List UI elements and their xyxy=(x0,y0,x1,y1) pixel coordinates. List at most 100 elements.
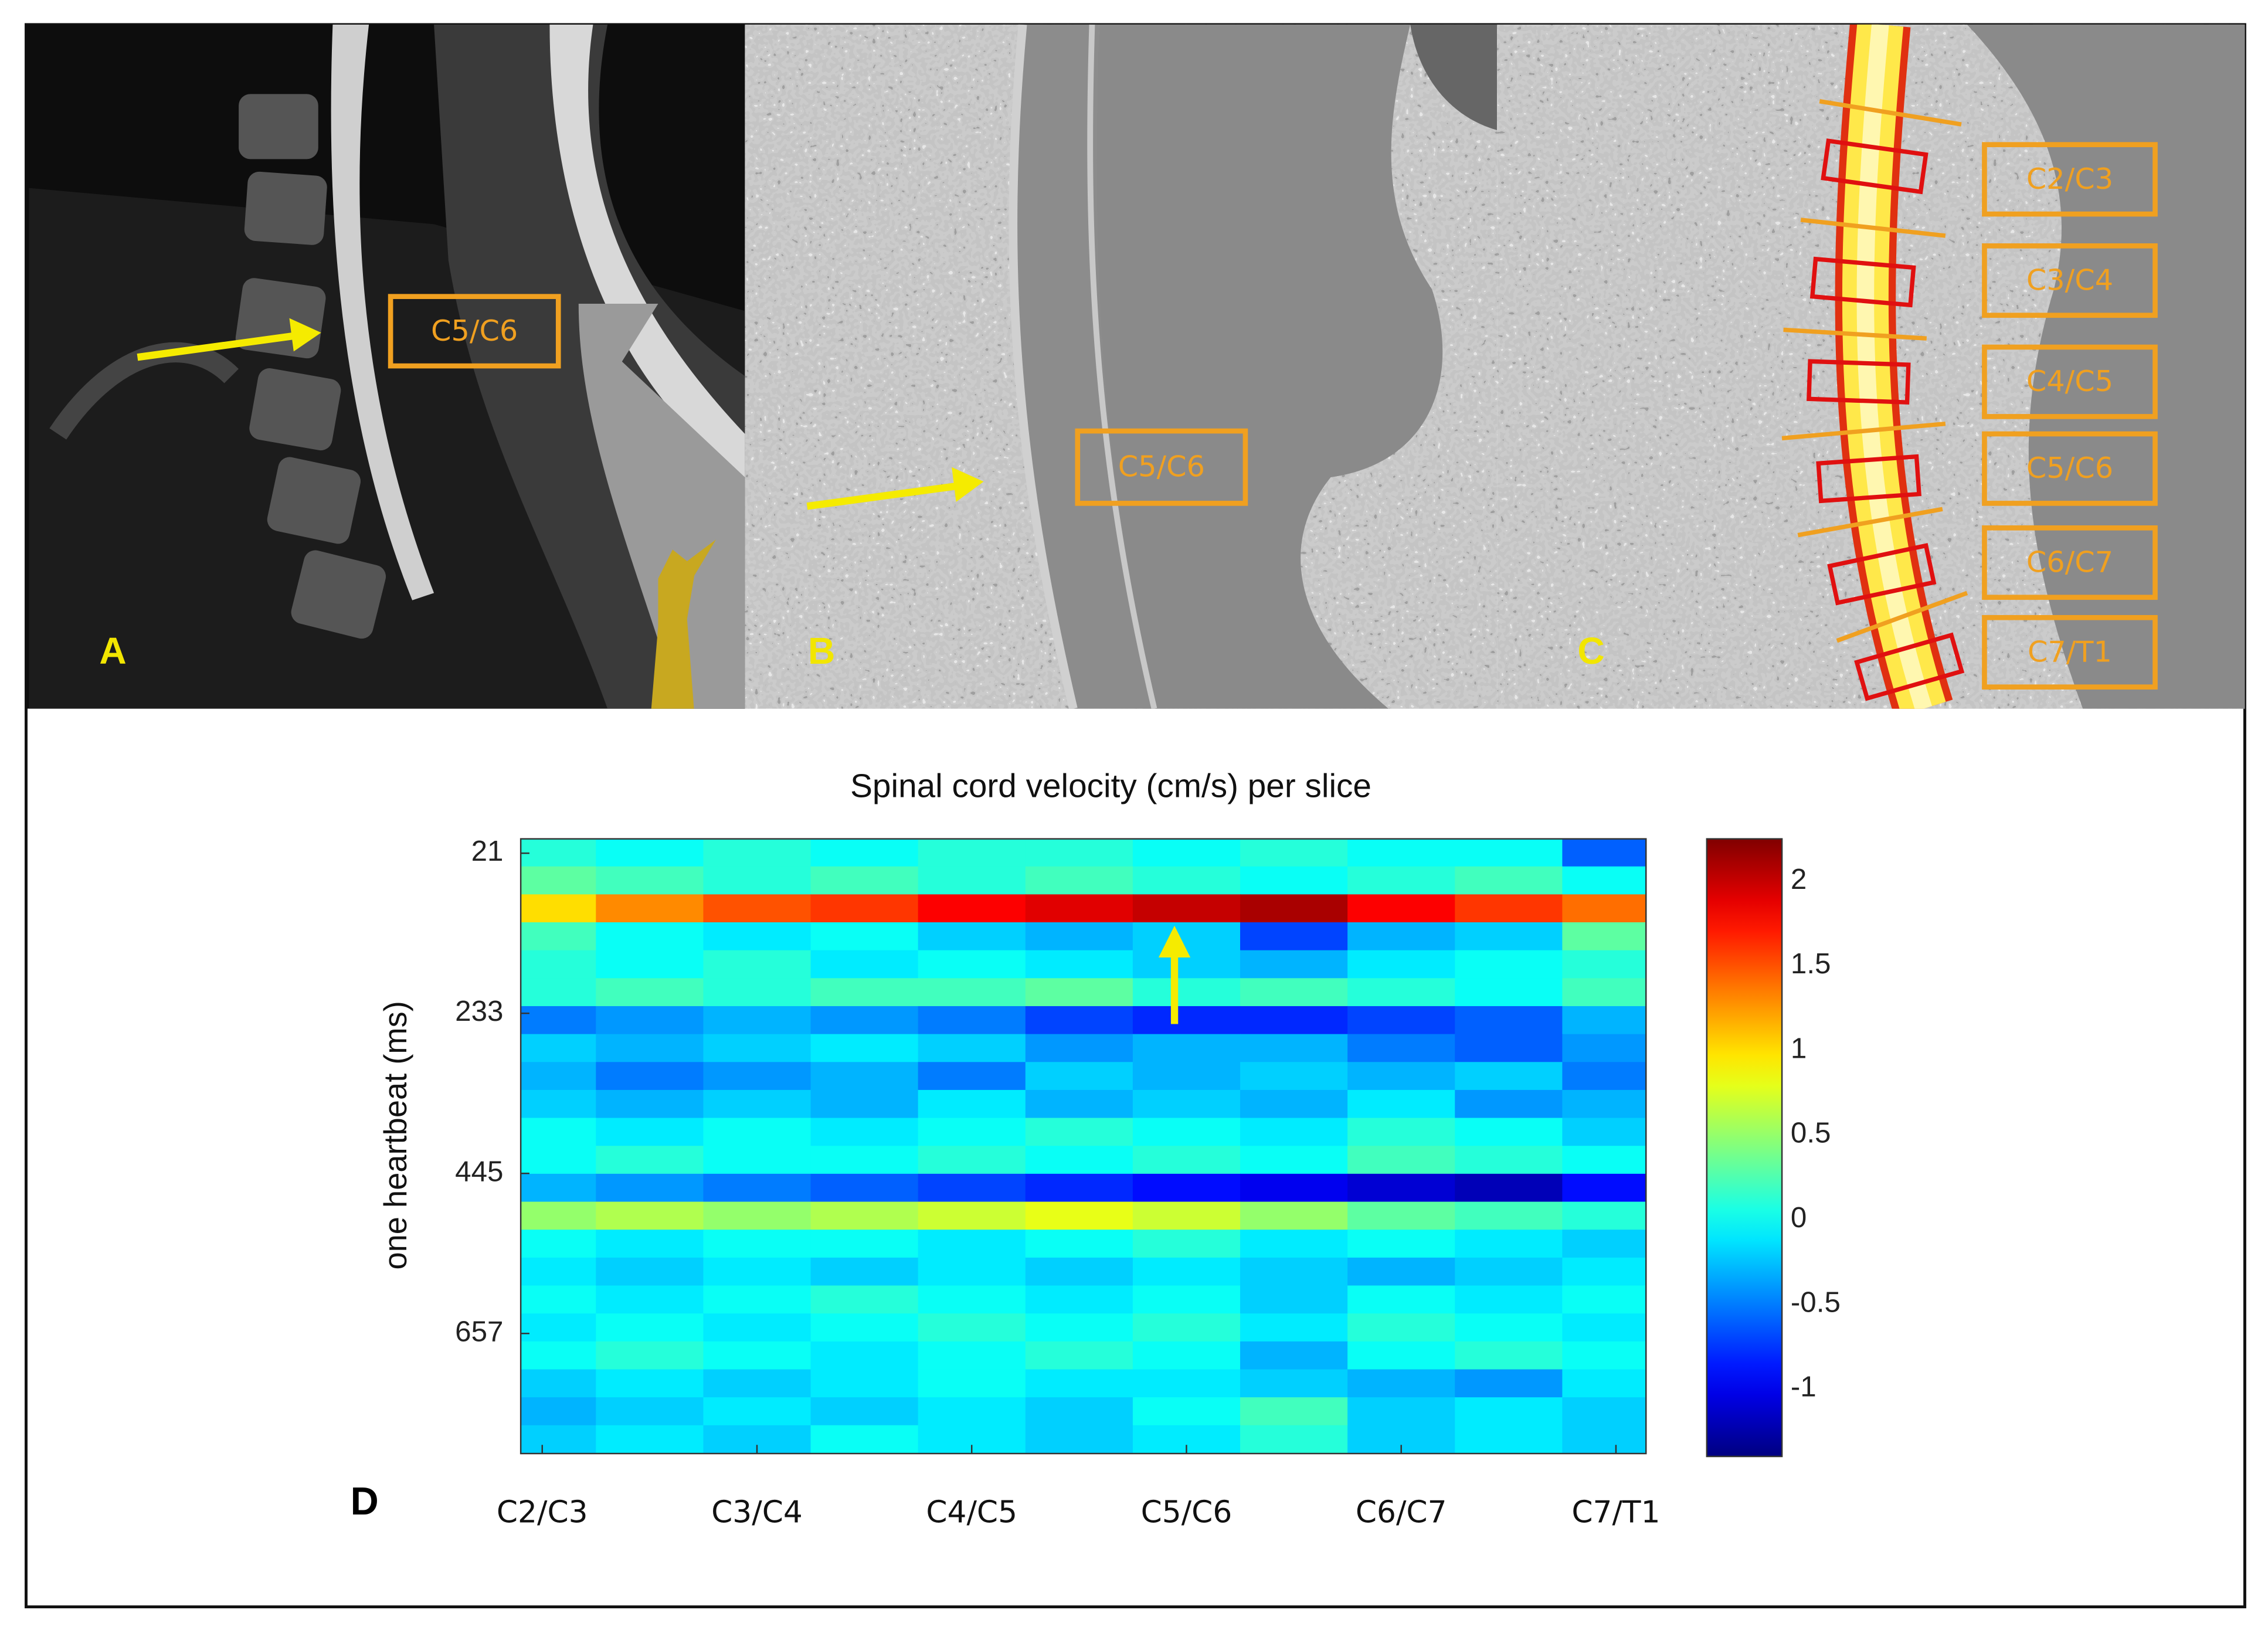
cell xyxy=(521,1425,597,1454)
cell xyxy=(596,1285,704,1315)
cell xyxy=(521,1285,597,1315)
colorbar-tick-label: 0 xyxy=(1791,1201,1807,1234)
cell xyxy=(1562,1230,1646,1258)
level-box-label: C5/C6 xyxy=(1118,450,1205,484)
cell xyxy=(1455,1118,1563,1147)
cell xyxy=(596,1118,704,1147)
cell xyxy=(521,978,597,1007)
cell xyxy=(1562,1313,1646,1342)
cell xyxy=(1132,1146,1241,1174)
cell xyxy=(596,1425,704,1454)
cell xyxy=(521,1369,597,1398)
cell xyxy=(703,1369,812,1398)
cell xyxy=(1455,950,1563,979)
colorbar-tick-label: 1 xyxy=(1791,1032,1807,1064)
cell xyxy=(1455,894,1563,923)
cell xyxy=(596,1397,704,1426)
cell xyxy=(703,838,812,867)
cell xyxy=(1240,978,1349,1007)
cell xyxy=(1347,1341,1456,1370)
cell xyxy=(521,1201,597,1231)
cell xyxy=(1025,1230,1133,1258)
cell xyxy=(918,1397,1026,1426)
cell xyxy=(703,1285,812,1315)
cell xyxy=(1347,1369,1456,1398)
cell xyxy=(596,1146,704,1174)
cell xyxy=(521,894,597,923)
cell xyxy=(703,1146,812,1174)
y-tick-label: 445 xyxy=(455,1155,503,1187)
cell xyxy=(1025,866,1133,895)
cell xyxy=(521,1146,597,1174)
level-box xyxy=(1982,431,2158,506)
cell xyxy=(1455,1173,1563,1203)
cell xyxy=(810,1397,919,1426)
cell xyxy=(1562,978,1646,1007)
cell xyxy=(1455,1397,1563,1426)
cell xyxy=(918,866,1026,895)
cell xyxy=(596,1201,704,1231)
cell xyxy=(810,1285,919,1315)
cell xyxy=(1562,922,1646,951)
cell xyxy=(521,950,597,979)
x-tick-label: C6/C7 xyxy=(1356,1495,1447,1530)
level-boxes: C2/C3 C3/C4 C4/C5 C5/C6 C6/C7 C7/T1 xyxy=(1982,142,2158,690)
cell xyxy=(1562,1089,1646,1119)
level-box xyxy=(1982,614,2158,690)
cell xyxy=(1562,1369,1646,1398)
plot-frame xyxy=(520,838,1647,1455)
cell xyxy=(1347,922,1456,951)
cell xyxy=(1025,1201,1133,1231)
cell xyxy=(918,978,1026,1007)
cell xyxy=(1562,1173,1646,1203)
panel-a xyxy=(26,24,745,709)
cell xyxy=(1455,838,1563,867)
cell xyxy=(1240,838,1349,867)
y-tick-label: 21 xyxy=(471,835,504,867)
cell xyxy=(810,1034,919,1063)
cell xyxy=(1347,950,1456,979)
colorbar-tick-label: 0.5 xyxy=(1791,1117,1831,1149)
colorbar-tick-label: 2 xyxy=(1791,863,1807,895)
cell xyxy=(918,1285,1026,1315)
y-tick-label: 657 xyxy=(455,1315,503,1347)
cell xyxy=(1025,1313,1133,1342)
cell xyxy=(521,1341,597,1370)
level-box xyxy=(1982,344,2158,419)
level-box xyxy=(1982,243,2158,318)
level-box-label: C5/C6 xyxy=(2026,451,2113,485)
cell xyxy=(1347,1118,1456,1147)
cell xyxy=(1025,1034,1133,1063)
cell xyxy=(703,1257,812,1286)
cell xyxy=(521,1062,597,1091)
cell xyxy=(1455,1034,1563,1063)
cell xyxy=(1347,1034,1456,1063)
panel-c xyxy=(1497,24,2245,709)
cell xyxy=(703,922,812,951)
cell xyxy=(918,1230,1026,1258)
cell xyxy=(521,1397,597,1426)
level-box-label: C5/C6 xyxy=(431,314,518,348)
cell xyxy=(596,1313,704,1342)
cell xyxy=(596,1034,704,1063)
cell xyxy=(596,1369,704,1398)
cell xyxy=(1347,1089,1456,1119)
cell xyxy=(1240,1285,1349,1315)
cell xyxy=(1132,1062,1241,1091)
cell xyxy=(810,1369,919,1398)
cell xyxy=(1025,950,1133,979)
level-box-label: C4/C5 xyxy=(2026,364,2113,398)
cell xyxy=(1132,838,1241,867)
level-box-label: C6/C7 xyxy=(2026,545,2113,579)
cell xyxy=(1025,978,1133,1007)
cell xyxy=(1025,1341,1133,1370)
cell xyxy=(1347,1146,1456,1174)
cell xyxy=(1132,1089,1241,1119)
y-tick-label: 233 xyxy=(455,995,503,1027)
cell xyxy=(918,1062,1026,1091)
cell xyxy=(810,1201,919,1231)
cell xyxy=(1240,1034,1349,1063)
cell xyxy=(703,1201,812,1231)
cell xyxy=(1455,1230,1563,1258)
